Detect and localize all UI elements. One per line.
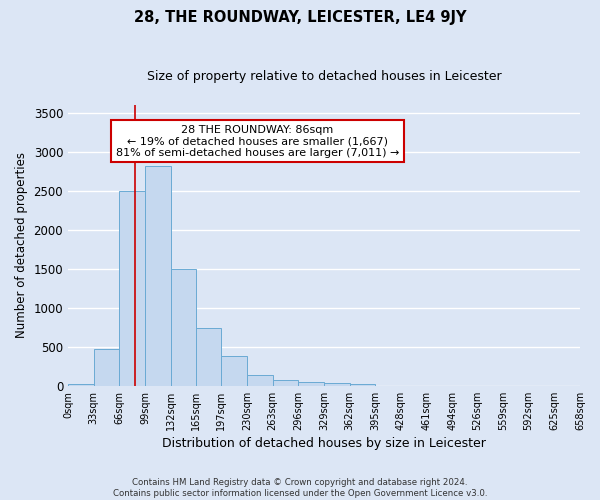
Bar (272, 380, 298, 386)
Bar (119, 191, 145, 386)
Bar (68, 384, 94, 386)
Text: 28 THE ROUNDWAY: 86sqm
← 19% of detached houses are smaller (1,667)
81% of semi-: 28 THE ROUNDWAY: 86sqm ← 19% of detached… (116, 124, 399, 158)
Bar (247, 374, 272, 386)
X-axis label: Distribution of detached houses by size in Leicester: Distribution of detached houses by size … (162, 437, 486, 450)
Bar (145, 166, 171, 386)
Text: Contains HM Land Registry data © Crown copyright and database right 2024.
Contai: Contains HM Land Registry data © Crown c… (113, 478, 487, 498)
Title: Size of property relative to detached houses in Leicester: Size of property relative to detached ho… (147, 70, 502, 83)
Bar (171, 269, 196, 386)
Bar (196, 328, 221, 386)
Bar (350, 384, 376, 386)
Bar (221, 356, 247, 386)
Text: 28, THE ROUNDWAY, LEICESTER, LE4 9JY: 28, THE ROUNDWAY, LEICESTER, LE4 9JY (134, 10, 466, 25)
Bar (94, 349, 119, 386)
Bar (324, 382, 350, 386)
Y-axis label: Number of detached properties: Number of detached properties (15, 152, 28, 338)
Bar (298, 382, 324, 386)
